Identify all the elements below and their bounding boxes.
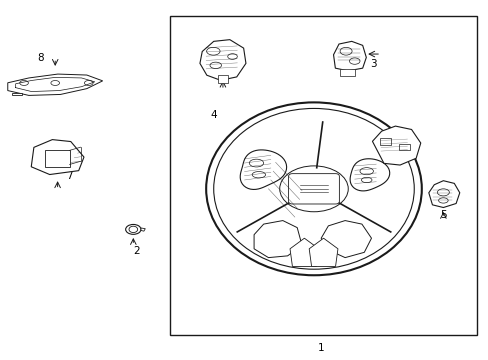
- Polygon shape: [8, 74, 102, 95]
- Circle shape: [129, 226, 137, 233]
- FancyBboxPatch shape: [288, 174, 339, 204]
- Polygon shape: [428, 181, 459, 207]
- Polygon shape: [218, 75, 227, 83]
- Polygon shape: [340, 69, 354, 76]
- Text: 4: 4: [210, 110, 216, 120]
- Polygon shape: [349, 159, 389, 191]
- Ellipse shape: [125, 224, 141, 234]
- Polygon shape: [141, 228, 145, 231]
- Ellipse shape: [279, 166, 347, 212]
- Polygon shape: [333, 41, 366, 71]
- Text: 1: 1: [317, 343, 324, 352]
- Polygon shape: [372, 126, 420, 165]
- Text: 6: 6: [396, 152, 403, 162]
- Polygon shape: [12, 93, 22, 95]
- Polygon shape: [321, 221, 371, 258]
- Polygon shape: [31, 140, 84, 175]
- Ellipse shape: [213, 108, 413, 269]
- Bar: [170, 16, 476, 335]
- Polygon shape: [289, 238, 318, 266]
- Text: 7: 7: [66, 171, 73, 181]
- Polygon shape: [308, 238, 337, 266]
- Text: 8: 8: [38, 53, 44, 63]
- Text: 5: 5: [439, 210, 446, 220]
- Polygon shape: [240, 150, 286, 189]
- Polygon shape: [254, 221, 302, 258]
- Text: 3: 3: [370, 59, 376, 68]
- Polygon shape: [200, 40, 245, 80]
- Text: 2: 2: [133, 246, 140, 256]
